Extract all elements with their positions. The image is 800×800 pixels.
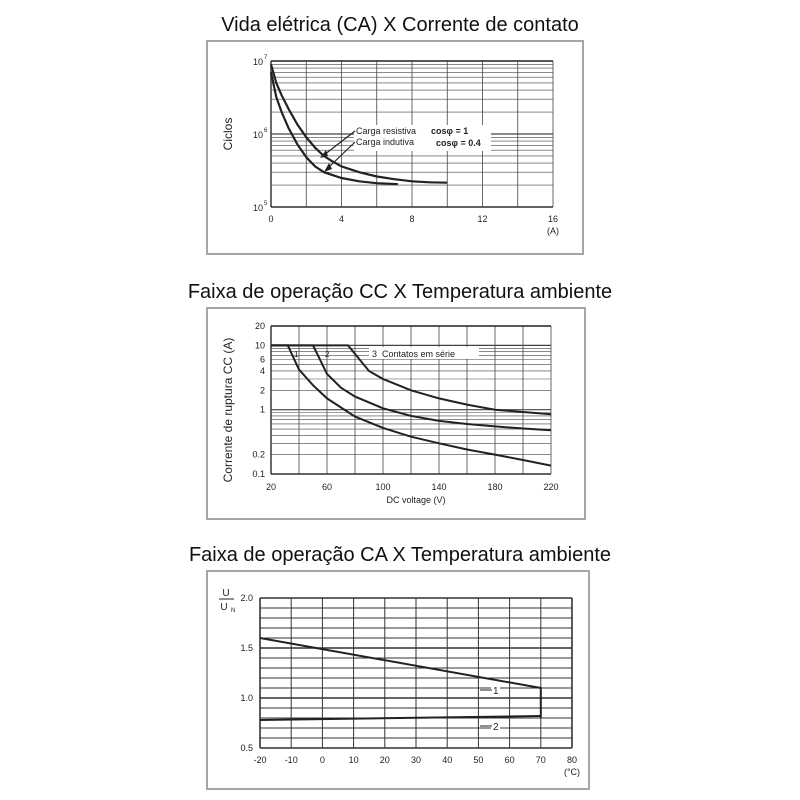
y-axis-label: Ciclos	[221, 118, 235, 151]
annotation-contacts-in-series: Contatos em série	[382, 349, 455, 359]
x-tick-label: 100	[375, 482, 390, 492]
y-tick-label: 2	[260, 385, 265, 395]
label-background	[491, 720, 500, 732]
x-axis-label: DC voltage (V)	[386, 495, 445, 505]
label-background	[491, 683, 500, 695]
series-line-inductive	[269, 72, 398, 186]
y-tick-exponent: 7	[264, 55, 268, 61]
y-tick-label: 4	[260, 366, 265, 376]
x-tick-label: 70	[536, 755, 546, 765]
x-tick-label: 12	[477, 214, 487, 224]
annotation-cos1: cosφ = 1	[431, 126, 468, 136]
annotation-series-2: 2	[325, 350, 330, 359]
x-unit-label: (A)	[547, 226, 559, 236]
annotation-arrowhead	[324, 163, 332, 172]
series-line-3	[271, 344, 552, 416]
y-tick-label: 10	[253, 130, 263, 140]
y-axis-label-numerator: U	[222, 588, 229, 599]
y-axis-label: Corrente de ruptura CC (A)	[221, 338, 235, 483]
x-tick-label: 60	[505, 755, 515, 765]
x-tick-label: 220	[543, 482, 558, 492]
chart1-panel: 0 4 8 12 16 (A) 10 7 10 6 10 5 Ciclos Carga resistiva…	[206, 40, 584, 255]
x-tick-label: 8	[409, 214, 414, 224]
annotation-series-3: 3	[372, 349, 377, 359]
legend-background	[354, 125, 491, 151]
x-tick-label: 40	[442, 755, 452, 765]
y-tick-label: 1.5	[240, 643, 253, 653]
annotation-resistive: Carga resistiva	[356, 126, 416, 136]
y-tick-exponent: 6	[264, 128, 268, 134]
annotation-leader-resistive	[323, 130, 356, 156]
curve-label-1: 1	[493, 686, 499, 697]
x-tick-label: 50	[473, 755, 483, 765]
y-tick-label: 0.1	[252, 469, 265, 479]
series-line-2	[259, 715, 541, 721]
x-tick-label: 20	[266, 482, 276, 492]
x-tick-label: 0	[268, 214, 273, 224]
x-tick-label: 10	[349, 755, 359, 765]
y-tick-label: 10	[253, 57, 263, 67]
curve-label-2: 2	[493, 722, 499, 733]
y-tick-label: 0.2	[252, 450, 265, 460]
chart2-panel: 20 60 100 140 180 220 DC voltage (V) 20 10 6 4 2 1 0.…	[206, 307, 586, 520]
y-axis-label-denominator: U	[220, 602, 227, 613]
x-tick-label: 16	[548, 214, 558, 224]
annotation-series-1: 1	[294, 350, 299, 359]
y-tick-label: 1.0	[240, 693, 253, 703]
annotation-cos04: cosφ = 0.4	[436, 138, 481, 148]
x-unit-label: (°C)	[564, 767, 580, 777]
annotation-inductive: Carga indutiva	[356, 137, 414, 147]
y-axis-label-subscript: N	[231, 608, 235, 614]
y-tick-label: 6	[260, 355, 265, 365]
x-tick-label: 4	[339, 214, 344, 224]
x-tick-label: -20	[253, 755, 266, 765]
legend-background	[369, 347, 479, 359]
x-tick-label: 20	[380, 755, 390, 765]
y-tick-exponent: 5	[264, 201, 268, 207]
x-tick-label: 140	[431, 482, 446, 492]
annotation-arrowhead	[320, 150, 328, 158]
y-tick-label: 20	[255, 321, 265, 331]
series-line-resistive	[269, 64, 448, 184]
y-tick-label: 2.0	[240, 593, 253, 603]
x-tick-label: -10	[285, 755, 298, 765]
annotation-leader-inductive	[327, 141, 356, 169]
y-tick-label: 0.5	[240, 743, 253, 753]
y-tick-label: 1	[260, 405, 265, 415]
chart2-svg: 20 60 100 140 180 220 DC voltage (V) 20 10 64 2 1 0.…	[221, 321, 559, 505]
x-tick-label: 80	[567, 755, 577, 765]
x-tick-label: 60	[322, 482, 332, 492]
y-tick-label: 10	[255, 340, 265, 350]
y-tick-label: 10	[253, 203, 263, 213]
x-tick-label: 0	[320, 755, 325, 765]
series-line-2	[271, 344, 552, 432]
chart1-title: Vida elétrica (CA) X Corrente de contato	[221, 14, 579, 36]
series-line-1	[271, 344, 552, 467]
chart3-title: Faixa de operação CA X Temperatura ambie…	[188, 544, 612, 566]
chart3-panel: -20 -10 0 10 20 30 40 50 60 70 80 (°C) 2.0 1.5 1.0 0.5 U…	[206, 570, 590, 790]
chart3-svg: -20 -10 0 10 20 30 40 50 60 70 80 (°C) 2.0 1.5 1.0 0.5 U…	[219, 588, 580, 777]
x-tick-label: 30	[411, 755, 421, 765]
series-line-1	[259, 637, 542, 718]
chart2-title: Faixa de operação CC X Temperatura ambie…	[187, 281, 613, 303]
x-tick-label: 180	[487, 482, 502, 492]
